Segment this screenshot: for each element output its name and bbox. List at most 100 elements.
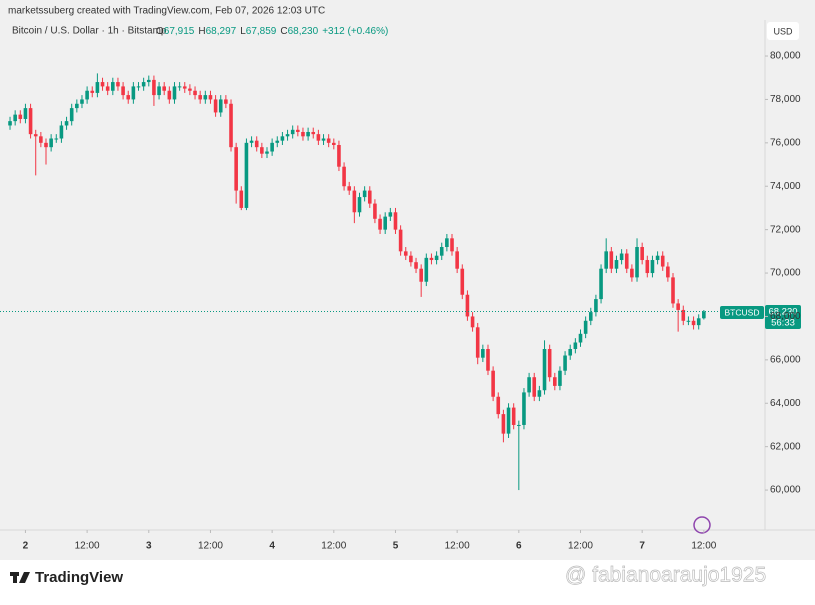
candle-body	[64, 121, 69, 126]
candle-body	[676, 303, 680, 310]
candle-body	[671, 277, 675, 304]
candle-body	[522, 392, 526, 425]
candle-body	[8, 121, 12, 126]
candle-body	[105, 86, 110, 91]
candle-body	[445, 238, 449, 248]
price-tag-price: 68,230	[768, 307, 797, 318]
ohlc-key: H	[198, 26, 205, 37]
candle-body	[604, 251, 608, 269]
candle-body	[527, 377, 531, 393]
candle-body	[23, 108, 28, 119]
candle-body	[270, 142, 274, 152]
candle-body	[563, 355, 567, 371]
candle-body	[162, 86, 167, 91]
x-tick-label: 12:00	[75, 541, 100, 552]
candle-body	[378, 218, 382, 230]
currency: USD	[773, 26, 793, 36]
symbol: Bitcoin / U.S. Dollar · 1h · Bitstamp	[12, 26, 167, 37]
candle-body	[496, 396, 501, 415]
candle-body	[409, 255, 413, 263]
candle-body	[373, 203, 377, 219]
candle-body	[635, 247, 639, 278]
candle-body	[691, 320, 696, 326]
candle-body	[90, 90, 95, 93]
candle-body	[337, 145, 341, 167]
candle-body	[306, 131, 310, 137]
candle-body	[188, 88, 192, 91]
candle-body	[547, 349, 552, 378]
candle-body	[275, 140, 280, 143]
x-tick-label: 6	[516, 541, 522, 552]
candle-body	[542, 349, 547, 391]
candle-body	[229, 103, 233, 148]
candle-body	[39, 136, 43, 143]
source: marketssuberg created with TradingView.c…	[8, 6, 325, 17]
candle-body	[316, 134, 321, 141]
candle-body	[517, 424, 521, 426]
candle-body	[260, 147, 264, 154]
candle-body	[28, 108, 33, 135]
candle-body	[100, 82, 105, 87]
candle-body	[347, 186, 352, 191]
candle-body	[414, 262, 418, 269]
candle-body	[203, 95, 208, 100]
candle-body	[213, 99, 218, 113]
candle-body	[594, 299, 598, 313]
x-tick-label: 7	[639, 541, 645, 552]
candle-body	[208, 95, 213, 100]
x-tick-label: 5	[393, 541, 399, 552]
candle-body	[224, 99, 228, 104]
x-tick-label: 12:00	[321, 541, 346, 552]
candle-body	[69, 108, 74, 122]
candle-body	[609, 251, 614, 269]
candle-body	[172, 86, 177, 100]
ohlc-change: +312 (+0.46%)	[322, 26, 388, 37]
candle-body	[650, 260, 655, 274]
candle-body	[111, 82, 115, 91]
candle-body	[655, 255, 660, 261]
candle-body	[429, 257, 434, 261]
candle-body	[388, 212, 393, 217]
candle-body	[49, 138, 53, 148]
symbol-tag-text: BTCUSD	[725, 307, 760, 317]
candle-body	[403, 251, 408, 256]
candle-body	[630, 268, 634, 278]
y-tick-label: 74,000	[770, 181, 801, 192]
candle-body	[393, 212, 398, 230]
candle-body	[193, 90, 197, 96]
candle-body	[13, 114, 17, 122]
candle-body	[285, 134, 290, 137]
candle-body	[265, 151, 269, 154]
candle-body	[239, 190, 244, 208]
replay-icon	[693, 516, 711, 534]
y-tick-label: 68,000	[770, 311, 801, 322]
x-tick-label: 12:00	[691, 541, 716, 552]
candle-body	[558, 370, 562, 386]
y-tick-label: 64,000	[770, 398, 801, 409]
candle-body	[342, 166, 346, 187]
ohlc-key: C	[280, 26, 287, 37]
y-tick-label: 60,000	[770, 485, 801, 496]
candle-body	[552, 377, 557, 386]
candle-body	[660, 255, 665, 267]
candle-body	[75, 103, 79, 109]
candle-body	[95, 82, 100, 93]
candle-body	[383, 216, 387, 230]
candle-body	[686, 320, 691, 322]
candle-body	[352, 190, 357, 213]
candle-body	[136, 86, 141, 88]
y-tick-label: 66,000	[770, 354, 801, 365]
candle-body	[254, 140, 259, 148]
candle-body	[234, 147, 238, 191]
candle-body	[198, 95, 202, 100]
x-tick-label: 4	[269, 541, 275, 552]
candle-body	[645, 260, 650, 274]
candle-body	[419, 268, 423, 282]
candle-body	[357, 197, 362, 213]
x-tick-label: 2	[23, 541, 29, 552]
candle-body	[624, 253, 629, 269]
candle-body	[501, 414, 506, 434]
candle-body	[280, 136, 285, 141]
x-tick-label: 12:00	[445, 541, 470, 552]
